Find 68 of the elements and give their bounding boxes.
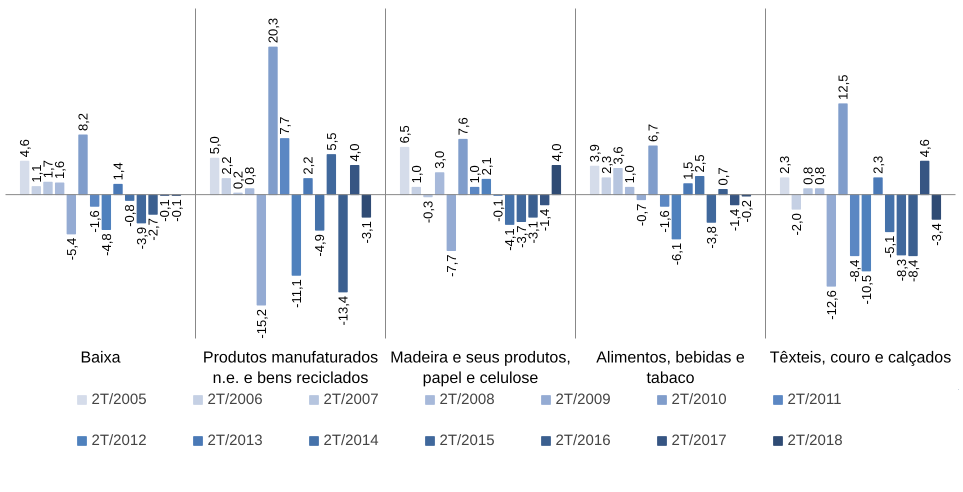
- legend-label: 2T/2011: [788, 391, 842, 408]
- data-label: -0,3: [420, 200, 436, 224]
- legend-label: 2T/2014: [324, 432, 380, 449]
- data-label: -5,1: [882, 236, 898, 258]
- legend-label: 2T/2016: [556, 432, 612, 449]
- data-label: -0,8: [122, 204, 138, 227]
- data-label: -4,9: [312, 234, 328, 257]
- legend-label: 2T/2007: [324, 391, 380, 408]
- data-label: -1,6: [657, 210, 672, 233]
- data-label: -11,1: [288, 279, 304, 308]
- legend-label: 2T/2015: [440, 432, 496, 449]
- data-label: -3,1: [358, 221, 374, 244]
- data-label: -6,1: [668, 242, 684, 266]
- data-label: 1,0: [467, 165, 482, 184]
- x-tick-label: Produtos manufaturados n.e. e bens reciclados: [202, 350, 378, 387]
- data-label: 1,4: [110, 162, 126, 180]
- data-label: -2,0: [788, 213, 804, 236]
- data-label: -0,7: [634, 204, 649, 226]
- data-label: 1,0: [408, 165, 424, 184]
- data-label: -3,8: [704, 226, 719, 249]
- legend-label: 2T/2018: [788, 432, 844, 449]
- data-label: 20,3: [265, 18, 280, 44]
- data-label: 12,5: [835, 74, 850, 100]
- data-label: 7,7: [277, 116, 292, 135]
- data-label: -3,9: [134, 226, 149, 250]
- legend-label: 2T/2006: [208, 391, 264, 408]
- data-label: -8,3: [894, 258, 909, 282]
- x-tick-label: Madeira e seus produtos, papel e celulose: [390, 350, 571, 387]
- data-label: 4,6: [17, 139, 32, 158]
- data-label: 7,6: [455, 117, 470, 136]
- legend-label: 2T/2012: [92, 432, 148, 449]
- x-tick-label: Alimentos, bebidas e tabaco: [596, 350, 745, 387]
- data-label: 1,0: [622, 165, 638, 184]
- data-label: 4,6: [917, 139, 932, 158]
- data-label: -1,6: [87, 210, 102, 233]
- data-label: 4,0: [347, 143, 362, 162]
- legend-label: 2T/2005: [92, 391, 148, 408]
- data-label: -1,4: [727, 208, 742, 232]
- data-label: 0,8: [800, 166, 816, 185]
- data-label: 8,2: [75, 112, 90, 132]
- data-label: -3,4: [928, 223, 944, 246]
- data-label: -4,1: [502, 228, 518, 251]
- data-label: -12,6: [824, 290, 839, 320]
- data-label: 6,7: [645, 124, 660, 142]
- legend-label: 2T/2010: [672, 391, 728, 408]
- x-tick-label: Têxteis, couro e calçados: [770, 350, 952, 366]
- data-label: -7,7: [444, 254, 459, 277]
- data-label: 5,5: [324, 132, 339, 151]
- data-label: -15,2: [254, 308, 269, 339]
- legend-label: 2T/2009: [556, 391, 612, 408]
- legend-label: 2T/2008: [440, 391, 496, 408]
- legend-label: 2T/2013: [208, 432, 264, 449]
- data-label: 0,7: [716, 167, 731, 186]
- x-tick-label: Baixa: [80, 350, 121, 366]
- data-label: 6,5: [397, 125, 412, 144]
- data-label: -0,1: [490, 199, 506, 222]
- data-label: 4,0: [548, 143, 564, 162]
- legend-label: 2T/2017: [672, 432, 728, 449]
- data-label: -13,4: [336, 296, 351, 326]
- data-label: 2,2: [300, 156, 316, 175]
- data-label: 2,3: [777, 156, 792, 174]
- data-label: -4,8: [98, 233, 114, 256]
- data-label: 1,5: [680, 162, 696, 180]
- data-label: 5,0: [207, 136, 222, 154]
- data-label: -0,1: [157, 199, 172, 222]
- data-label: -5,4: [64, 238, 79, 260]
- data-label: 3,0: [432, 150, 448, 169]
- data-label: 2,3: [870, 156, 886, 174]
